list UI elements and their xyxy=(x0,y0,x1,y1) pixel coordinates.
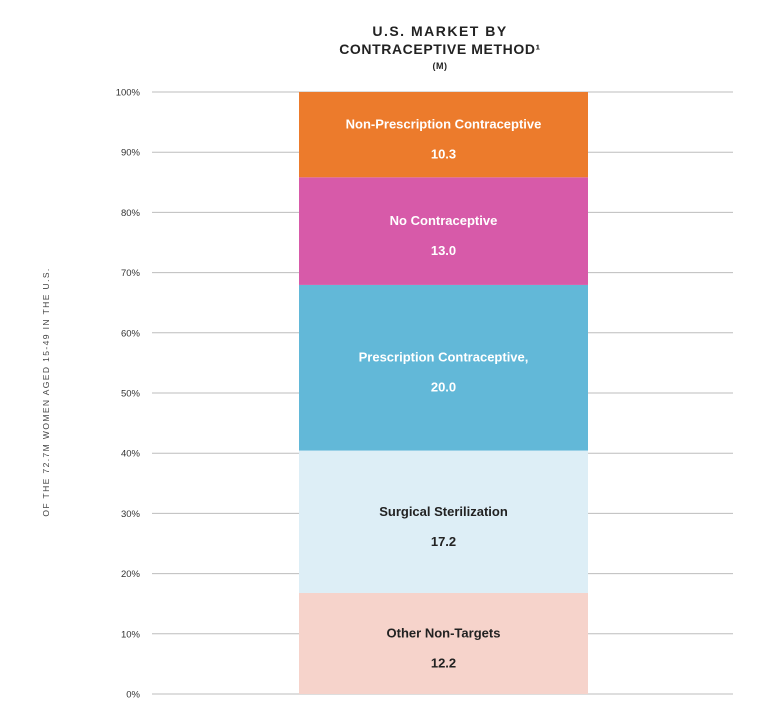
y-tick-label: 100% xyxy=(116,88,141,99)
segment-name-label: Non-Prescription Contraceptive xyxy=(346,117,542,132)
segment-name-label: No Contraceptive xyxy=(390,213,498,228)
y-axis-label: OF THE 72.7M WOMEN AGED 15-49 IN THE U.S… xyxy=(41,267,51,516)
segment-value-label: 13.0 xyxy=(431,243,456,258)
segment-name-label: Other Non-Targets xyxy=(387,625,501,640)
y-tick-labels: 0% 10% 20% 30% 40% 50% 60% 70% 80% 90% 100% xyxy=(116,88,141,701)
chart-title-unit: (M) xyxy=(432,61,448,71)
y-tick-label: 30% xyxy=(121,509,141,520)
segment-name-label: Prescription Contraceptive, xyxy=(359,350,529,365)
y-tick-label: 70% xyxy=(121,268,141,279)
y-tick-label: 20% xyxy=(121,569,141,580)
chart-title-line2: CONTRACEPTIVE METHOD¹ xyxy=(339,41,541,57)
segment-labels: Other Non-Targets 12.2 Surgical Sterilizat… xyxy=(346,117,542,671)
segment-name-label: Surgical Sterilization xyxy=(379,504,508,519)
y-tick-label: 60% xyxy=(121,328,141,339)
chart-title-line1: U.S. MARKET BY xyxy=(372,23,508,39)
y-tick-label: 90% xyxy=(121,148,141,159)
bar-segment xyxy=(299,450,588,593)
bar-segment xyxy=(299,592,588,694)
chart-title: U.S. MARKET BY CONTRACEPTIVE METHOD¹ (M) xyxy=(300,22,580,72)
bar-segment xyxy=(299,177,588,285)
segment-value-label: 12.2 xyxy=(431,655,456,670)
bar-segment xyxy=(299,284,588,451)
segment-value-label: 20.0 xyxy=(431,380,456,395)
y-tick-label: 10% xyxy=(121,629,141,640)
bar-segments xyxy=(299,92,588,694)
y-tick-label: 50% xyxy=(121,389,141,400)
segment-value-label: 10.3 xyxy=(431,147,456,162)
segment-value-label: 17.2 xyxy=(431,534,456,549)
y-tick-label: 0% xyxy=(126,690,140,701)
bar-segment xyxy=(299,92,588,178)
y-tick-label: 80% xyxy=(121,208,141,219)
y-tick-label: 40% xyxy=(121,449,141,460)
